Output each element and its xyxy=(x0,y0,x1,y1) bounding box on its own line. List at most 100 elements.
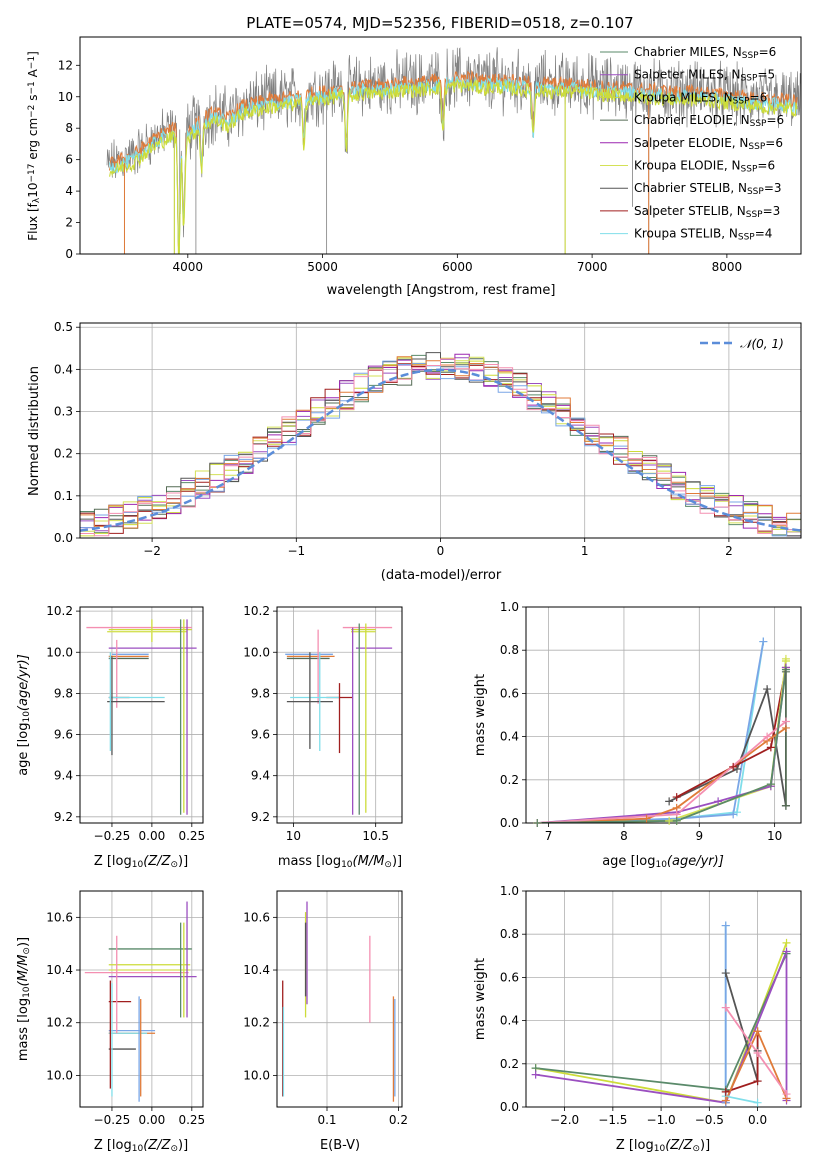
massweight-vs-Z-x-label-part: Z [log xyxy=(616,1138,654,1153)
series-marker xyxy=(533,819,542,827)
series-line xyxy=(537,667,787,823)
mass_vs_ebv-axes-frame xyxy=(276,890,403,1108)
massweight_vs_Z-y-label: mass weight xyxy=(473,958,488,1040)
spectrum-y-label-part: −17 xyxy=(27,164,37,183)
x-tick-label: −1.0 xyxy=(647,1113,676,1127)
y-tick-label: 0.2 xyxy=(54,447,73,461)
series-marker xyxy=(782,938,791,947)
y-tick-label: 0.4 xyxy=(500,1014,519,1028)
series-marker xyxy=(721,1087,730,1096)
y-tick-label: 1.0 xyxy=(500,600,519,614)
histogram-step xyxy=(80,358,801,537)
massweight_vs_Z-axes-frame xyxy=(525,890,802,1108)
legend-label-part: SSP xyxy=(742,51,759,61)
spectrum-y-label-part: Flux [f xyxy=(26,202,40,240)
series-marker xyxy=(753,1049,762,1057)
x-tick-label: −0.25 xyxy=(94,1113,131,1127)
legend-label-part: =6 xyxy=(766,113,784,127)
y-tick-label: 0.4 xyxy=(500,730,519,744)
y-tick-label: 2 xyxy=(65,216,73,230)
age-vs-Z-y-label-part: 10 xyxy=(22,711,32,723)
mass-vs-Z-y-label-part: ⊙ xyxy=(22,947,32,955)
x-tick-label: 8 xyxy=(620,829,628,843)
y-tick-label: 9.6 xyxy=(54,728,73,742)
legend-label: Kroupa MILES, NSSP=6 xyxy=(634,90,767,106)
mass-vs-Z-x-label-part: 10 xyxy=(132,1144,144,1154)
x-tick-label: 1 xyxy=(581,544,589,558)
age-vs-mass-x-label-part: 10 xyxy=(341,860,353,870)
mass-vs-Z-y-label: mass [log10(M/M⊙)] xyxy=(16,937,32,1061)
y-tick-label: 10.6 xyxy=(46,910,73,924)
legend-label-part: SSP xyxy=(750,119,767,129)
y-tick-label: 10.0 xyxy=(46,1068,73,1082)
age_vs_mass-axes-frame xyxy=(276,606,403,824)
legend-label: Salpeter MILES, NSSP=5 xyxy=(634,68,775,84)
legend-label-part: SSP xyxy=(733,97,750,107)
legend-label: Salpeter STELIB, NSSP=3 xyxy=(634,204,780,220)
legend-label-part: Kroupa STELIB, N xyxy=(634,227,738,241)
y-tick-label: 0.8 xyxy=(500,927,519,941)
age-vs-Z-y-label: age [log10(age/yr)] xyxy=(16,654,32,776)
series-marker xyxy=(665,797,674,806)
y-tick-label: 9.4 xyxy=(54,769,73,783)
x-tick-label: 9 xyxy=(695,829,703,843)
x-tick-label: 10 xyxy=(767,829,782,843)
x-tick-label: 0.00 xyxy=(139,1113,166,1127)
x-tick-label: 0.25 xyxy=(178,1113,205,1127)
x-tick-label: 0.0 xyxy=(748,1113,767,1127)
x-tick-label: 6000 xyxy=(442,260,473,274)
series-marker xyxy=(721,969,730,978)
mass-vs-Z-y-label-part: )] xyxy=(16,937,31,947)
series-line xyxy=(537,641,765,823)
mass-vs-Z-y-label-part: (M/M xyxy=(16,955,31,987)
normal-curve xyxy=(80,368,801,532)
y-tick-label: 9.2 xyxy=(251,810,270,824)
x-tick-label: 4000 xyxy=(173,260,204,274)
mass_vs_ebv-axes-plot-area xyxy=(282,901,396,1102)
spectrum-model-line xyxy=(109,78,798,254)
y-tick-label: 10.0 xyxy=(46,645,73,659)
series-marker xyxy=(672,793,681,802)
spectrum-y-label-part: λ xyxy=(32,197,42,203)
spectrum-y-label-part: erg cm xyxy=(26,118,40,164)
y-tick-label: 0.2 xyxy=(500,773,519,787)
legend-label-part: =3 xyxy=(763,204,781,218)
x-tick-label: 0.00 xyxy=(139,829,166,843)
x-tick-label: −0.5 xyxy=(695,1113,724,1127)
age-vs-mass-x-label-part: )] xyxy=(392,854,402,869)
series-marker xyxy=(753,1077,762,1086)
series-marker xyxy=(763,732,772,741)
x-tick-label: 0 xyxy=(437,544,445,558)
legend-label-part: Salpeter STELIB, N xyxy=(634,204,746,218)
y-tick-label: 10.2 xyxy=(243,1016,270,1030)
age-vs-Z-x-label-part: )] xyxy=(178,854,188,869)
massweight-vs-Z-x-label-part: ⊙ xyxy=(692,1144,700,1154)
legend-label: 𝒩(0, 1) xyxy=(740,337,784,351)
legend-label-part: SSP xyxy=(741,165,758,175)
age-vs-Z-x-label-part: (Z/Z xyxy=(143,854,171,869)
y-tick-label: 10.6 xyxy=(243,910,270,924)
series-marker xyxy=(753,1098,762,1107)
y-tick-label: 1.0 xyxy=(500,884,519,898)
residuals-x-label: (data-model)/error xyxy=(381,568,502,583)
series-marker xyxy=(729,810,738,819)
legend-label-part: Kroupa MILES, N xyxy=(634,90,733,104)
legend-label: Chabrier ELODIE, NSSP=6 xyxy=(634,113,784,129)
y-tick-label: 0.0 xyxy=(54,531,73,545)
age-vs-Z-x-label-part: 10 xyxy=(132,860,144,870)
series-marker xyxy=(714,797,723,806)
y-tick-label: 10.0 xyxy=(243,1068,270,1082)
spectrum-axes-plot-area xyxy=(106,47,801,254)
y-tick-label: 0.6 xyxy=(500,686,519,700)
age_vs_Z-axes-frame xyxy=(79,606,204,824)
x-tick-label: −2.0 xyxy=(550,1113,579,1127)
series-marker xyxy=(766,780,775,789)
x-tick-label: 0.25 xyxy=(178,829,205,843)
series-line xyxy=(676,667,787,798)
series-marker xyxy=(531,1070,540,1079)
massweight-vs-Z-x-label: Z [log10(Z/Z⊙)] xyxy=(616,1138,710,1154)
legend-label-part: SSP xyxy=(746,210,763,220)
y-tick-label: 9.2 xyxy=(54,810,73,824)
y-tick-label: 10.4 xyxy=(46,963,73,977)
